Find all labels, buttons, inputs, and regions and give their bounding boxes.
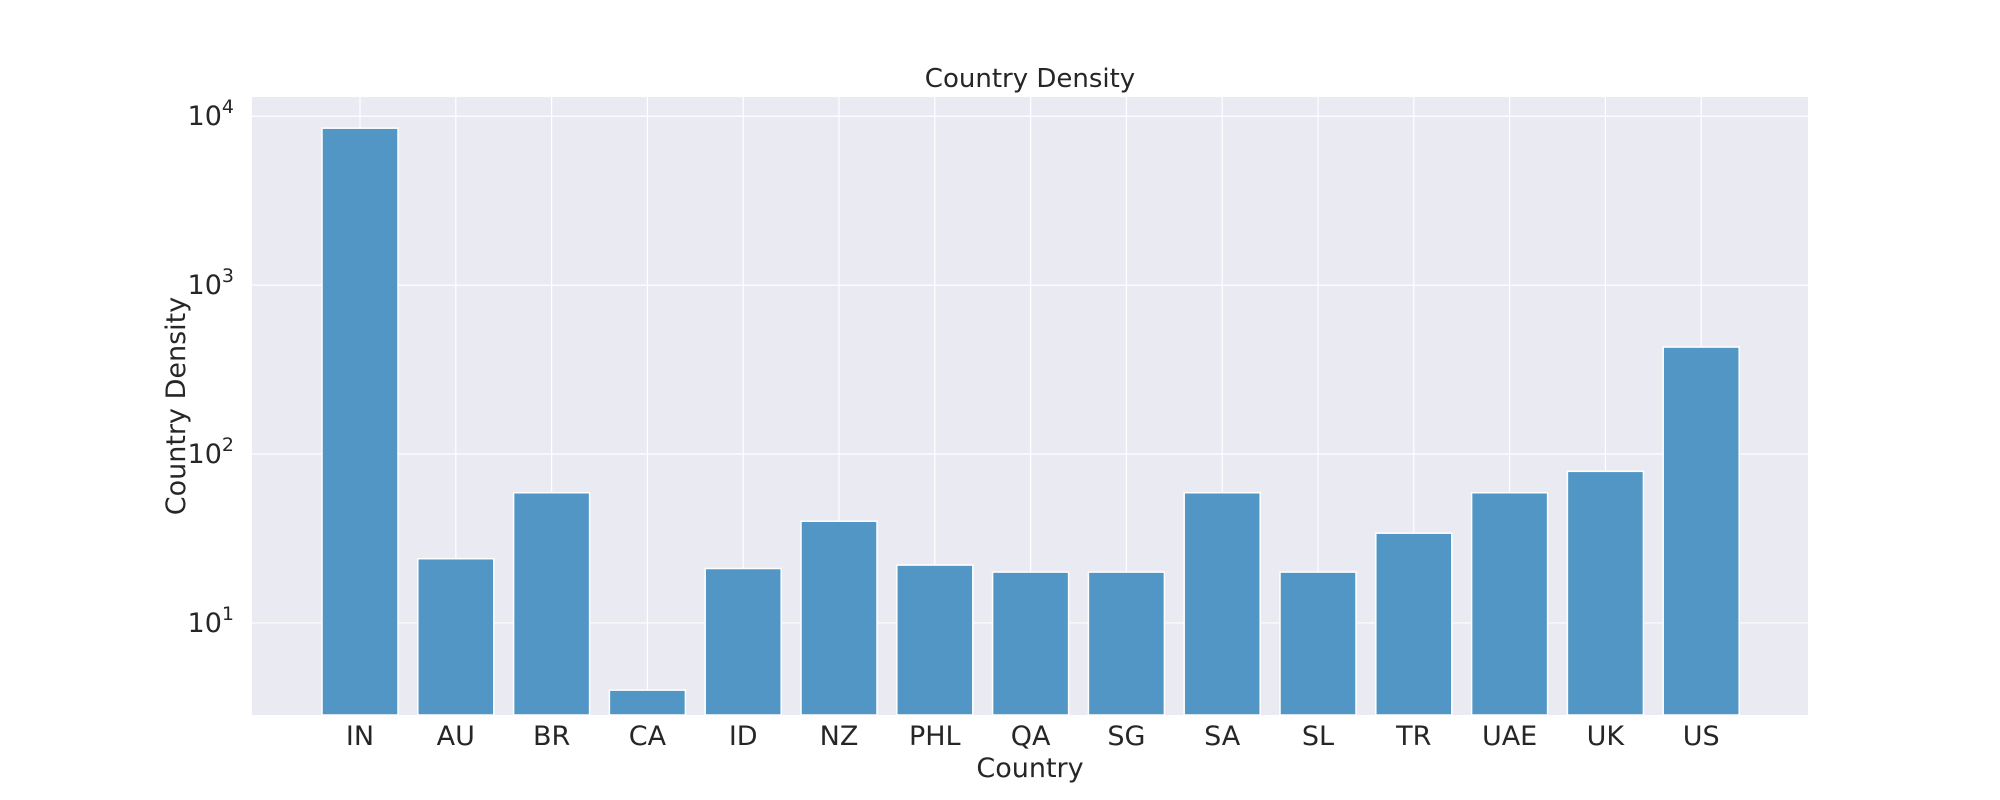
bar-uae (1470, 491, 1549, 716)
bar-in (321, 127, 399, 716)
y-tick-label: 104 (188, 96, 234, 132)
bar-sa (1183, 491, 1261, 716)
x-tick-label: QA (1011, 721, 1051, 752)
x-tick-label: IN (346, 721, 374, 752)
y-tick-label: 101 (188, 603, 234, 639)
y-tick-label: 102 (188, 434, 234, 470)
bar-sl (1279, 571, 1357, 716)
y-axis-label: Country Density (161, 297, 192, 516)
bar-ca (608, 689, 687, 716)
bar-uk (1566, 470, 1645, 716)
bar-qa (991, 571, 1070, 716)
x-tick-labels: IN AU BR CA ID NZ PHL QA SG SA SL TR UAE UK US (346, 721, 1720, 752)
y-tick-labels: 101 102 103 104 (188, 96, 234, 639)
bar-id (704, 567, 782, 716)
bars (321, 127, 1740, 716)
bar-tr (1375, 532, 1453, 716)
x-tick-label: US (1683, 721, 1720, 752)
x-tick-label: ID (729, 721, 758, 752)
bar-phl (896, 564, 974, 716)
bar-br (512, 491, 591, 716)
chart-title: Country Density (925, 64, 1135, 94)
x-tick-label: SG (1107, 721, 1145, 752)
x-tick-label: PHL (909, 721, 961, 752)
bar-us (1662, 346, 1740, 716)
y-tick-label: 103 (188, 265, 234, 301)
bar-nz (800, 520, 878, 716)
x-tick-label: SL (1302, 721, 1334, 752)
x-tick-label: BR (533, 721, 570, 752)
x-axis-label: Country (976, 753, 1083, 784)
x-tick-label: CA (629, 721, 667, 752)
x-tick-label: NZ (820, 721, 859, 752)
x-tick-label: SA (1204, 721, 1241, 752)
bar-au (417, 557, 495, 716)
x-tick-label: UAE (1482, 721, 1537, 752)
bar-sg (1087, 571, 1166, 716)
x-tick-label: UK (1587, 721, 1626, 752)
x-tick-label: AU (437, 721, 475, 752)
x-tick-label: TR (1395, 721, 1431, 752)
